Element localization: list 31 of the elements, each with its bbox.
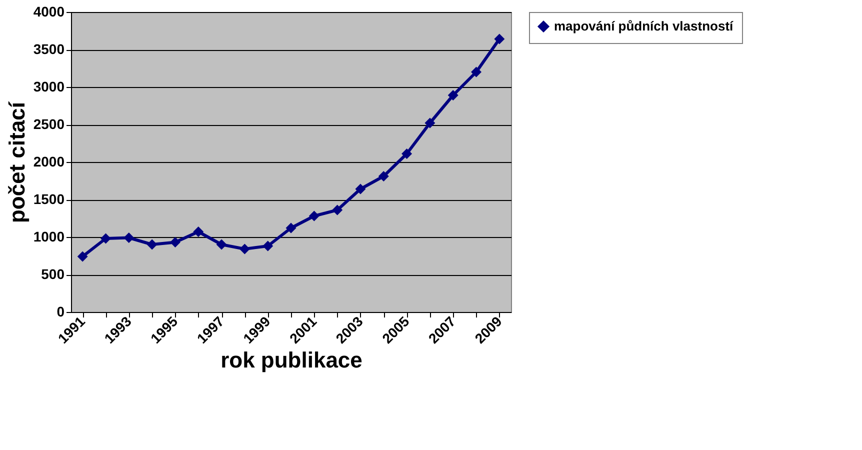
point (402, 148, 412, 159)
point (424, 118, 436, 128)
y-tick-label: 3000 (33, 78, 65, 94)
y-tick-label: 1000 (33, 228, 65, 244)
y-tick-label: 500 (41, 266, 65, 282)
point (378, 171, 389, 182)
legend-label: mapování půdních vlastností (554, 18, 734, 34)
point (308, 210, 320, 222)
point (100, 233, 111, 244)
point (146, 239, 158, 250)
y-tick-label: 4000 (33, 4, 65, 20)
point (193, 226, 204, 237)
point (77, 251, 88, 262)
y-tick-label: 3500 (33, 41, 65, 57)
point (124, 232, 134, 243)
y-tick-label: 0 (56, 304, 65, 320)
point (332, 204, 343, 216)
x-axis-title: rok publikace (220, 347, 362, 372)
y-axis-title: počet citací (4, 101, 30, 224)
point (494, 34, 505, 44)
y-tick-label: 2500 (33, 116, 65, 132)
point (471, 66, 482, 78)
point (239, 244, 250, 254)
point (216, 239, 227, 250)
point (355, 184, 366, 194)
y-tick-label: 1500 (33, 191, 65, 207)
point (262, 240, 274, 252)
point (286, 222, 296, 234)
point (170, 237, 180, 248)
y-tick-label: 2000 (33, 154, 65, 170)
point (448, 90, 458, 100)
